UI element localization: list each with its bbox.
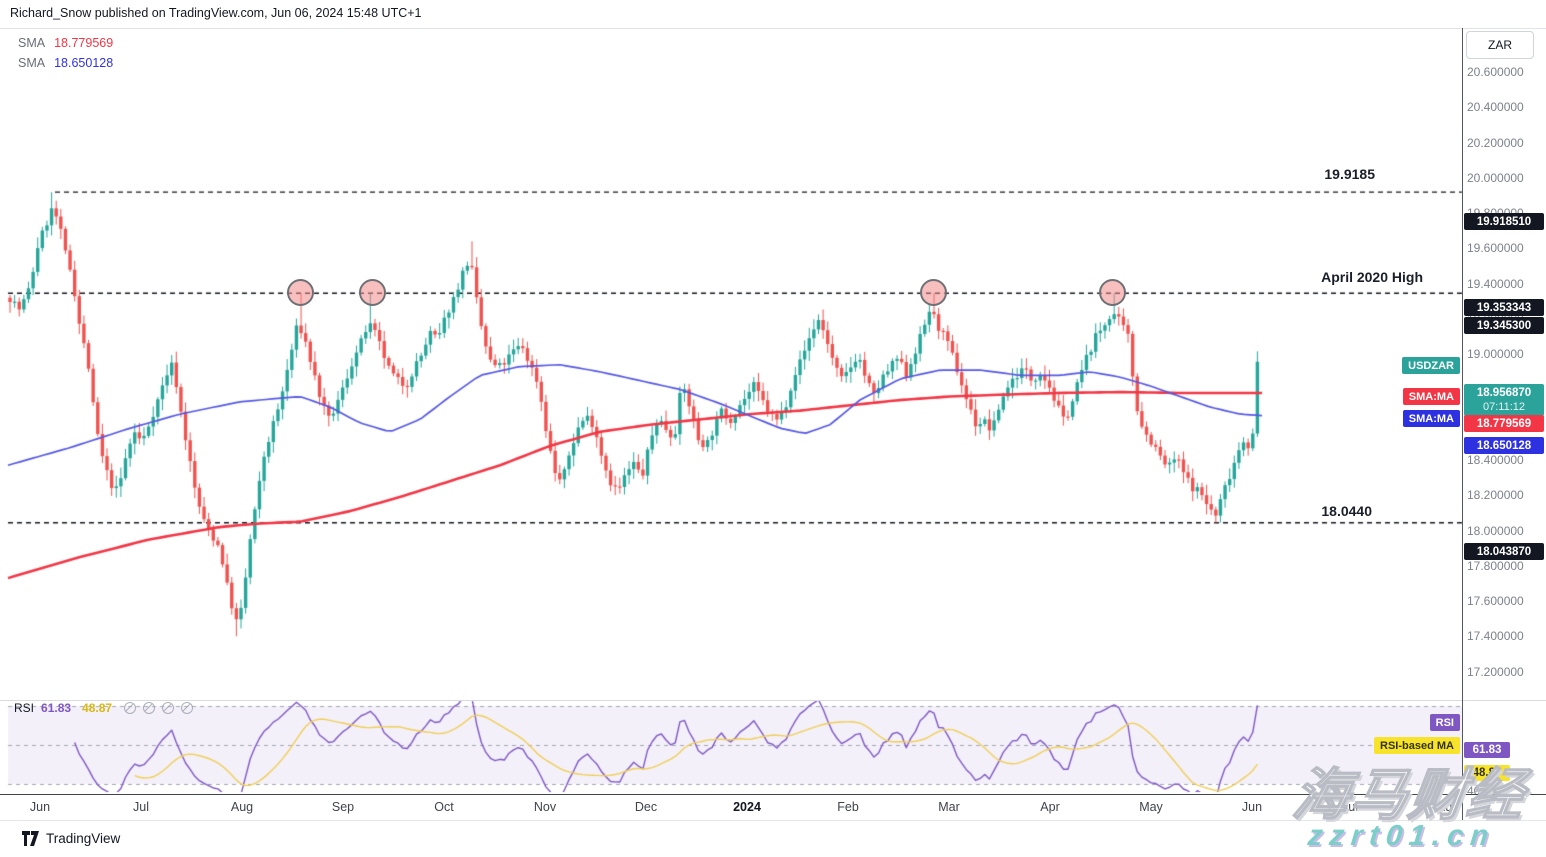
sma-fast-legend-label: SMA xyxy=(18,56,46,70)
rsi-legend: RSI 61.83 48.87 xyxy=(14,701,194,715)
last-price-value: 18.956870 xyxy=(1476,387,1532,399)
time-tick-label: Jun xyxy=(29,800,51,814)
price-tick-label: 18.400000 xyxy=(1467,452,1524,467)
sma-slow-price-badge: 18.779569 xyxy=(1464,415,1544,432)
rsi-ma-legend-value: 48.87 xyxy=(82,701,113,715)
indicator-legend: SMA 18.779569 SMA 18.650128 xyxy=(18,33,113,73)
resistance-touch-circle[interactable] xyxy=(286,278,314,306)
price-tick-label: 19.400000 xyxy=(1467,276,1524,291)
price-tick-label: 17.400000 xyxy=(1467,629,1524,644)
sma-slow-legend-row: SMA 18.779569 xyxy=(18,33,113,53)
bar-countdown: 07:11:12 xyxy=(1482,401,1525,413)
price-tick-label: 17.600000 xyxy=(1467,594,1524,609)
price-tick-label: 20.400000 xyxy=(1467,100,1524,115)
sma-fast-legend-value: 18.650128 xyxy=(54,56,114,70)
resistance-touch-circle[interactable] xyxy=(1098,278,1126,306)
last-price-badge: 18.956870 07:11:12 xyxy=(1464,384,1544,416)
time-axis-top-divider xyxy=(0,794,1546,795)
rsi-ma-value-badge: 48.87 xyxy=(1464,765,1510,781)
time-axis[interactable]: Jun Jul Aug Sep Oct Nov Dec 2024 Feb Mar Apr May Jun… xyxy=(0,795,1462,820)
sma-fast-price-badge: 18.650128 xyxy=(1464,437,1544,454)
time-tick-label: Sep xyxy=(331,800,355,814)
sma-fast-chip[interactable]: SMA:MA xyxy=(1402,410,1460,427)
attribution-text: Richard_Snow published on TradingView.co… xyxy=(10,6,422,20)
indicator-control-icon[interactable] xyxy=(143,702,156,714)
currency-scale-button[interactable]: ZAR xyxy=(1466,31,1534,59)
april-2020-high-label: April 2020 High xyxy=(1321,269,1423,285)
sma-slow-legend-value: 18.779569 xyxy=(54,36,114,50)
time-tick-label: Apr xyxy=(1040,800,1060,814)
sma-slow-legend-label: SMA xyxy=(18,36,46,50)
level-high-price-badge: 19.918510 xyxy=(1464,213,1544,230)
price-tick-label: 17.200000 xyxy=(1467,664,1524,679)
price-tick-label: 19.600000 xyxy=(1467,241,1524,256)
indicator-control-icon[interactable] xyxy=(162,702,175,714)
rsi-value-badge: 61.83 xyxy=(1464,742,1510,758)
tradingview-footer-link[interactable]: TradingView xyxy=(22,831,120,846)
time-tick-label: Feb xyxy=(837,800,859,814)
price-tick-label: 18.000000 xyxy=(1467,523,1524,538)
indicator-control-icon[interactable] xyxy=(124,702,137,714)
time-tick-label: 2024 xyxy=(733,800,761,814)
tradingview-brand-text: TradingView xyxy=(46,831,121,846)
symbol-chip[interactable]: USDZAR xyxy=(1402,357,1460,374)
rsi-chip[interactable]: RSI xyxy=(1429,714,1460,731)
april-high-price-badge-a: 19.353343 xyxy=(1464,299,1544,316)
tradingview-logo-icon xyxy=(22,831,39,846)
time-tick-label: May xyxy=(1139,800,1163,814)
price-axis-divider xyxy=(1462,28,1463,820)
price-tick-label: 18.200000 xyxy=(1467,488,1524,503)
rsi-40-tick-label: 40.00 xyxy=(1467,784,1498,798)
header-divider xyxy=(0,28,1546,29)
time-axis-bottom-divider xyxy=(0,820,1546,821)
time-tick-label: Jun xyxy=(1241,800,1263,814)
price-tick-label: 17.800000 xyxy=(1467,558,1524,573)
rsi-legend-value: 61.83 xyxy=(41,701,72,715)
time-tick-label: Oct xyxy=(434,800,454,814)
level-low-price-badge: 18.043870 xyxy=(1464,543,1544,560)
rsi-legend-title: RSI xyxy=(14,701,35,715)
price-tick-label: 20.000000 xyxy=(1467,170,1524,185)
time-tick-label: Dec xyxy=(634,800,658,814)
time-tick-label: Aug xyxy=(1436,800,1460,814)
level-low-label: 18.0440 xyxy=(1321,503,1372,519)
level-high-label: 19.9185 xyxy=(1324,166,1375,182)
sma-fast-legend-row: SMA 18.650128 xyxy=(18,53,113,73)
indicator-control-icon[interactable] xyxy=(181,702,194,714)
time-tick-label: Nov xyxy=(533,800,557,814)
price-tick-label: 19.000000 xyxy=(1467,347,1524,362)
price-axis[interactable]: ZAR 20.600000 20.400000 20.200000 20.000000… xyxy=(1463,28,1546,820)
time-tick-label: Jul xyxy=(133,800,149,814)
rsi-ma-chip[interactable]: RSI-based MA xyxy=(1374,737,1460,754)
price-tick-label: 20.600000 xyxy=(1467,65,1524,79)
time-tick-label: Aug xyxy=(230,800,254,814)
time-tick-label: Mar xyxy=(938,800,960,814)
sma-slow-chip[interactable]: SMA:MA xyxy=(1402,388,1460,405)
pane-divider[interactable] xyxy=(0,700,1546,701)
resistance-touch-circle[interactable] xyxy=(358,278,386,306)
indicator-controls xyxy=(124,702,194,714)
time-tick-label: Jul xyxy=(1342,800,1358,814)
resistance-touch-circle[interactable] xyxy=(919,278,947,306)
price-tick-label: 20.200000 xyxy=(1467,135,1524,150)
april-high-price-badge-b: 19.345300 xyxy=(1464,317,1544,334)
